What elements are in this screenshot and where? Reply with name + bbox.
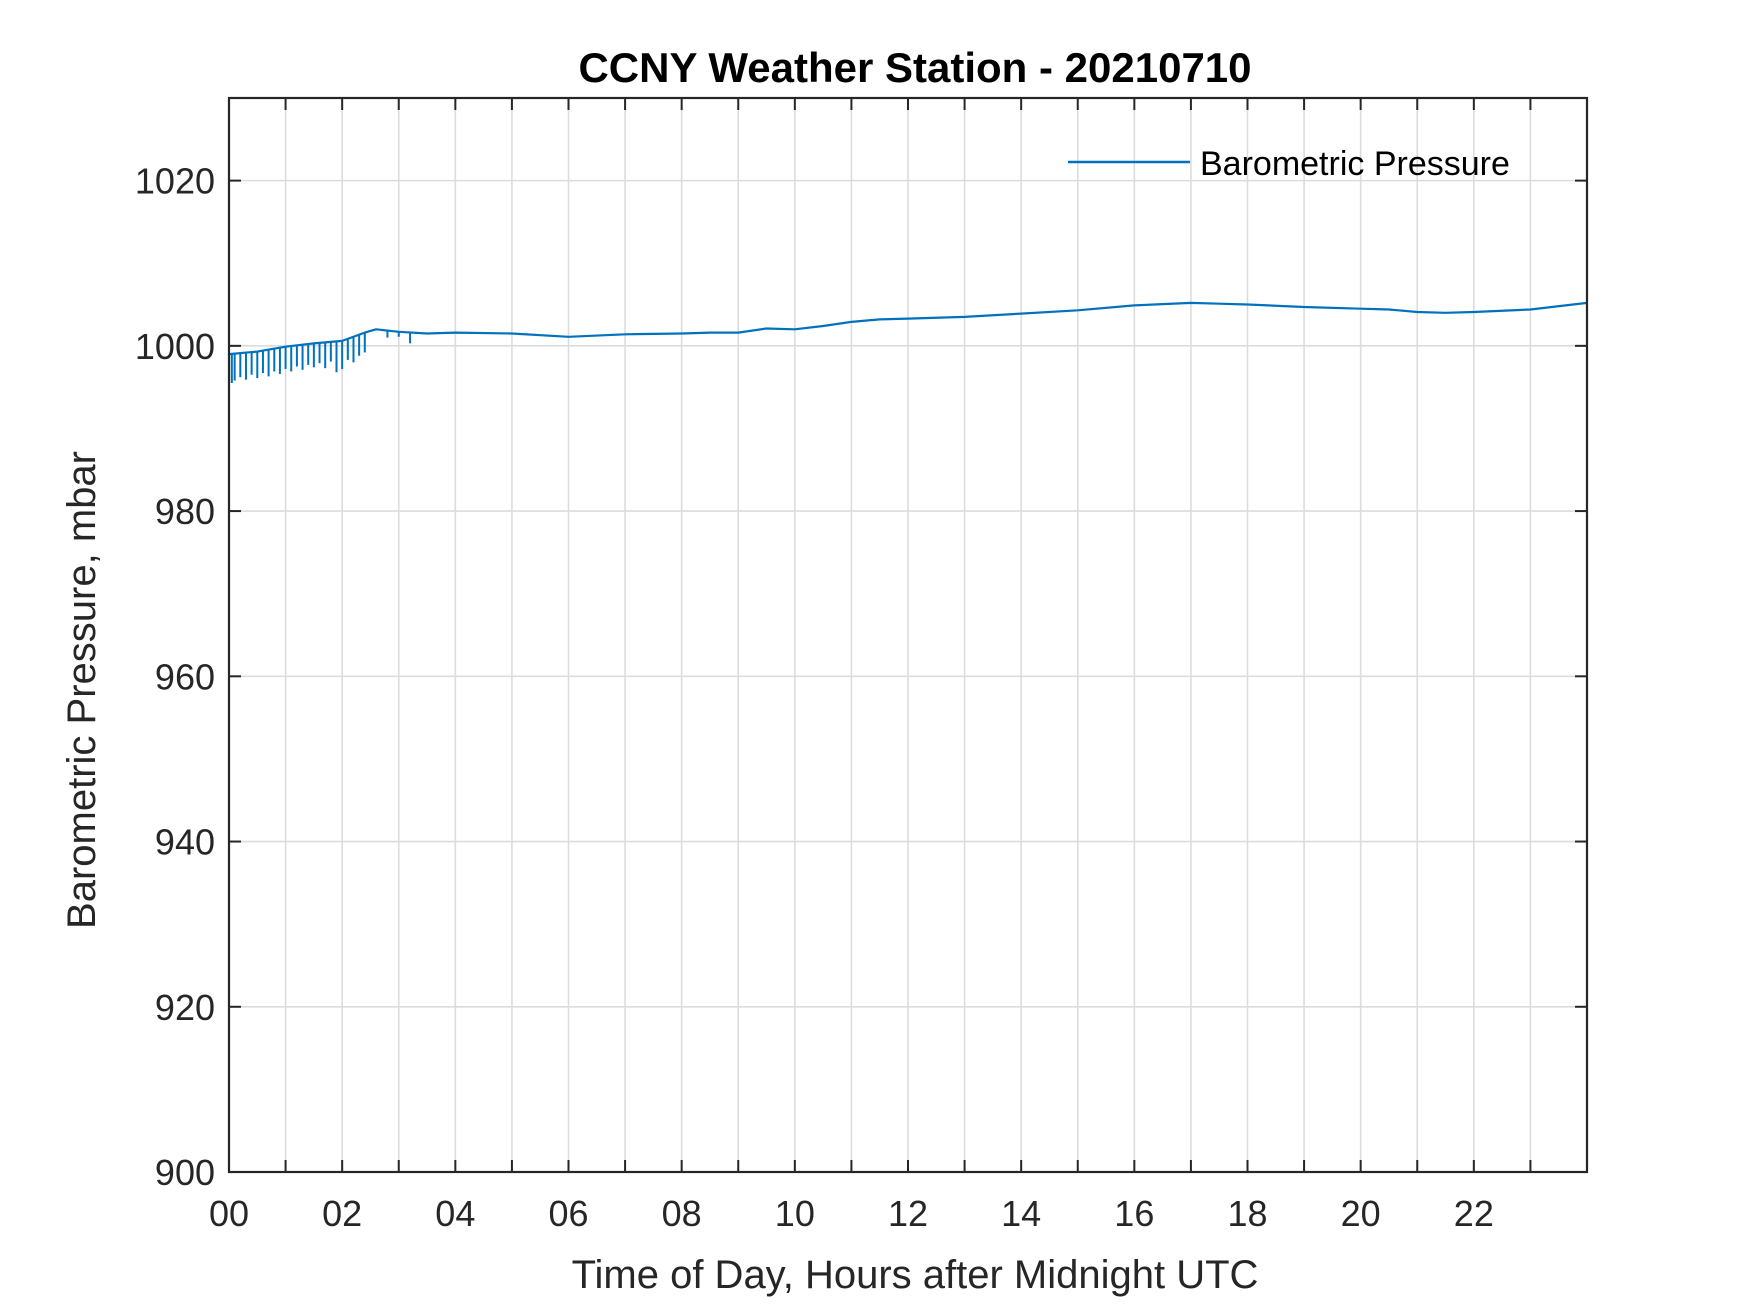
chart-title: CCNY Weather Station - 20210710 xyxy=(578,44,1251,91)
x-tick-label: 10 xyxy=(775,1193,815,1234)
x-tick-label: 12 xyxy=(888,1193,928,1234)
x-tick-label: 00 xyxy=(209,1193,249,1234)
y-tick-label: 1000 xyxy=(135,326,215,367)
x-tick-label: 14 xyxy=(1001,1193,1041,1234)
x-tick-label: 04 xyxy=(435,1193,475,1234)
series-layer xyxy=(228,301,1588,384)
y-tick-label: 980 xyxy=(155,491,215,532)
y-tick-label: 920 xyxy=(155,987,215,1028)
x-tick-label: 16 xyxy=(1114,1193,1154,1234)
y-tick-label: 1020 xyxy=(135,161,215,202)
y-tick-label: 940 xyxy=(155,822,215,863)
x-tick-label: 02 xyxy=(322,1193,362,1234)
x-axis-label: Time of Day, Hours after Midnight UTC xyxy=(572,1253,1259,1297)
series-line-barometric-pressure xyxy=(228,301,1588,356)
x-tick-label: 20 xyxy=(1341,1193,1381,1234)
y-tick-label: 900 xyxy=(155,1152,215,1193)
axis-ticks xyxy=(229,98,1587,1172)
grid-lines xyxy=(229,98,1587,1172)
legend: Barometric Pressure xyxy=(1068,145,1510,183)
x-tick-label: 06 xyxy=(548,1193,588,1234)
legend-label: Barometric Pressure xyxy=(1200,145,1510,183)
x-tick-label: 18 xyxy=(1227,1193,1267,1234)
x-tick-label: 22 xyxy=(1454,1193,1494,1234)
y-tick-label: 960 xyxy=(155,656,215,697)
tick-labels: 00 02 04 06 08 10 12 14 16 18 20 22 900 920 940 960 980 1… xyxy=(135,161,1494,1234)
x-tick-label: 08 xyxy=(662,1193,702,1234)
y-axis-label: Barometric Pressure, mbar xyxy=(60,451,104,929)
